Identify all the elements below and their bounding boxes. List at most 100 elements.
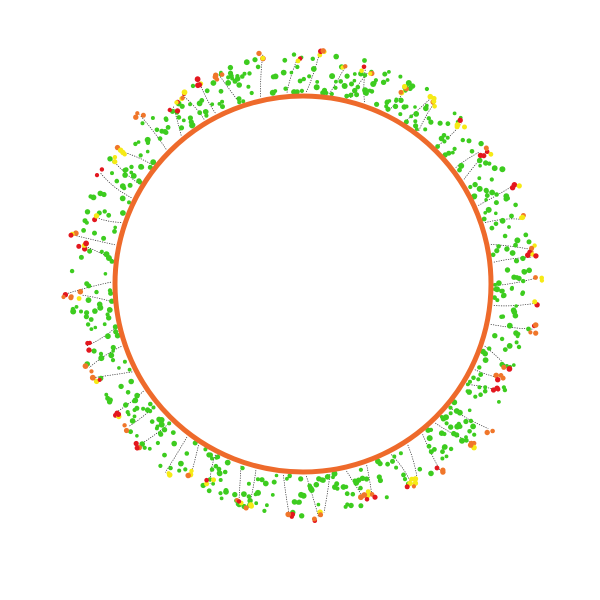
leaf xyxy=(348,502,354,509)
leaf xyxy=(512,363,516,367)
flower xyxy=(533,330,539,336)
leaf xyxy=(483,160,489,166)
leaf xyxy=(157,136,163,141)
leaf xyxy=(184,451,190,456)
leaf xyxy=(414,127,419,131)
flower xyxy=(77,288,84,295)
leaf xyxy=(103,272,108,276)
leaf xyxy=(450,150,455,155)
leaf xyxy=(477,385,482,390)
leaf xyxy=(154,127,160,133)
leaf xyxy=(101,191,107,198)
leaf xyxy=(254,501,259,506)
leaf xyxy=(457,167,462,173)
leaf xyxy=(138,163,144,170)
flower xyxy=(134,445,140,451)
leaf xyxy=(149,419,155,424)
leaf xyxy=(423,105,429,112)
leaf xyxy=(466,138,472,144)
flower xyxy=(214,77,220,82)
leaf xyxy=(444,421,449,426)
flower xyxy=(398,89,404,95)
leaf xyxy=(476,377,481,382)
flower xyxy=(166,472,173,478)
leaf xyxy=(282,57,288,63)
leaf xyxy=(97,304,104,311)
leaf xyxy=(387,99,392,103)
leaf xyxy=(520,290,526,295)
stem xyxy=(198,80,216,114)
leaf xyxy=(344,484,349,489)
leaf xyxy=(299,513,305,519)
flower xyxy=(481,153,487,159)
leaf xyxy=(128,429,134,435)
leaf xyxy=(478,163,482,168)
leaf xyxy=(355,84,361,90)
leaf xyxy=(158,463,163,468)
leaf xyxy=(157,431,163,436)
leaf xyxy=(354,92,360,98)
leaf xyxy=(127,367,132,372)
leaf xyxy=(477,365,482,370)
leaf xyxy=(249,90,254,96)
leaf xyxy=(493,282,497,287)
leaf xyxy=(93,325,98,330)
leaf xyxy=(468,184,473,190)
leaf xyxy=(224,459,231,466)
flower xyxy=(89,369,94,374)
leaf xyxy=(514,340,519,345)
leaf xyxy=(289,70,294,75)
leaf xyxy=(344,93,350,99)
flower xyxy=(61,294,66,300)
leaf xyxy=(270,493,275,497)
leaf xyxy=(452,146,457,151)
leaf xyxy=(232,491,238,498)
flower xyxy=(343,64,348,69)
leaf xyxy=(163,130,169,135)
leaf xyxy=(374,101,380,107)
central-ring xyxy=(112,93,494,475)
leaf xyxy=(291,499,298,505)
leaf xyxy=(236,96,242,102)
leaf xyxy=(514,237,521,244)
leaf xyxy=(385,78,390,82)
flower xyxy=(516,183,522,189)
leaf xyxy=(382,71,388,77)
leaf xyxy=(81,228,86,233)
leaf xyxy=(499,336,505,342)
flower xyxy=(256,50,262,57)
leaf xyxy=(504,246,510,252)
leaf xyxy=(324,474,331,480)
leaf xyxy=(310,66,317,72)
flower xyxy=(185,472,191,479)
leaf xyxy=(423,127,428,132)
leaf xyxy=(217,102,222,106)
flower xyxy=(412,476,419,482)
leaf xyxy=(440,456,445,461)
flower xyxy=(493,372,500,379)
leaf xyxy=(218,491,223,496)
leaf xyxy=(112,229,117,234)
leaf xyxy=(417,466,423,472)
leaf xyxy=(128,378,134,385)
leaf xyxy=(271,479,277,485)
leaf xyxy=(485,206,492,213)
leaf xyxy=(438,135,445,142)
flower xyxy=(99,167,105,172)
flower xyxy=(320,48,326,54)
leaf xyxy=(331,470,338,477)
leaf xyxy=(362,58,367,63)
stem xyxy=(418,101,436,131)
leaf xyxy=(512,312,519,319)
leaf xyxy=(344,73,350,79)
flower xyxy=(167,107,172,113)
leaf xyxy=(506,322,513,329)
leaf xyxy=(494,211,498,216)
flower xyxy=(92,217,98,223)
flower xyxy=(432,104,437,109)
leaf xyxy=(137,179,143,185)
leaf xyxy=(247,498,253,504)
leaf xyxy=(225,80,232,86)
flower xyxy=(431,99,437,104)
leaf xyxy=(216,470,223,476)
